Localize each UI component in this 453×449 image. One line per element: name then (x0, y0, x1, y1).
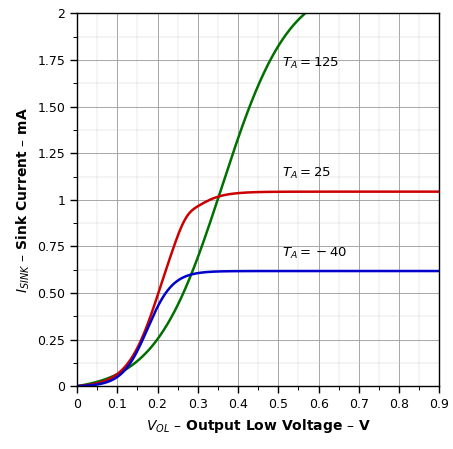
Text: $T_A = -40$: $T_A = -40$ (282, 247, 347, 261)
X-axis label: $V_{OL}$ – Output Low Voltage – V: $V_{OL}$ – Output Low Voltage – V (146, 417, 371, 435)
Text: $T_A = 125$: $T_A = 125$ (282, 56, 340, 71)
Text: $T_A = 25$: $T_A = 25$ (282, 166, 331, 181)
Y-axis label: $I_{SINK}$ – Sink Current – mA: $I_{SINK}$ – Sink Current – mA (14, 107, 32, 293)
